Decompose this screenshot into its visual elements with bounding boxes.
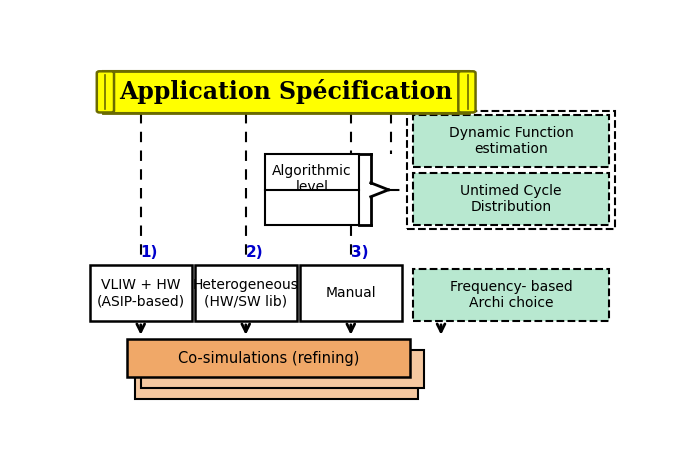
Text: Frequency- based
Archi choice: Frequency- based Archi choice (450, 280, 573, 310)
Text: 2): 2) (246, 244, 263, 260)
Bar (140, 350, 423, 389)
Text: Co-simulations (refining): Co-simulations (refining) (178, 351, 359, 366)
Text: Heterogeneous
(HW/SW lib): Heterogeneous (HW/SW lib) (193, 278, 299, 308)
Text: VLIW + HW
(ASIP-based): VLIW + HW (ASIP-based) (97, 278, 185, 308)
Bar (413, 268, 610, 321)
Text: Manual: Manual (325, 286, 376, 300)
Bar (407, 111, 614, 229)
Bar (300, 265, 402, 321)
Bar (195, 265, 297, 321)
Bar (413, 114, 610, 167)
Text: Algorithmic
level: Algorithmic level (272, 164, 352, 195)
Bar (265, 154, 359, 225)
Text: Dynamic Function
estimation: Dynamic Function estimation (449, 126, 573, 156)
Bar (127, 340, 410, 377)
FancyBboxPatch shape (97, 71, 114, 113)
Text: Application Spécification: Application Spécification (120, 80, 453, 105)
Bar (135, 361, 418, 399)
Text: Untimed Cycle
Distribution: Untimed Cycle Distribution (460, 184, 562, 214)
Text: 3): 3) (351, 244, 368, 260)
Bar (103, 71, 469, 113)
Bar (413, 172, 610, 225)
Text: 1): 1) (140, 244, 158, 260)
FancyBboxPatch shape (458, 71, 475, 113)
Bar (90, 265, 192, 321)
